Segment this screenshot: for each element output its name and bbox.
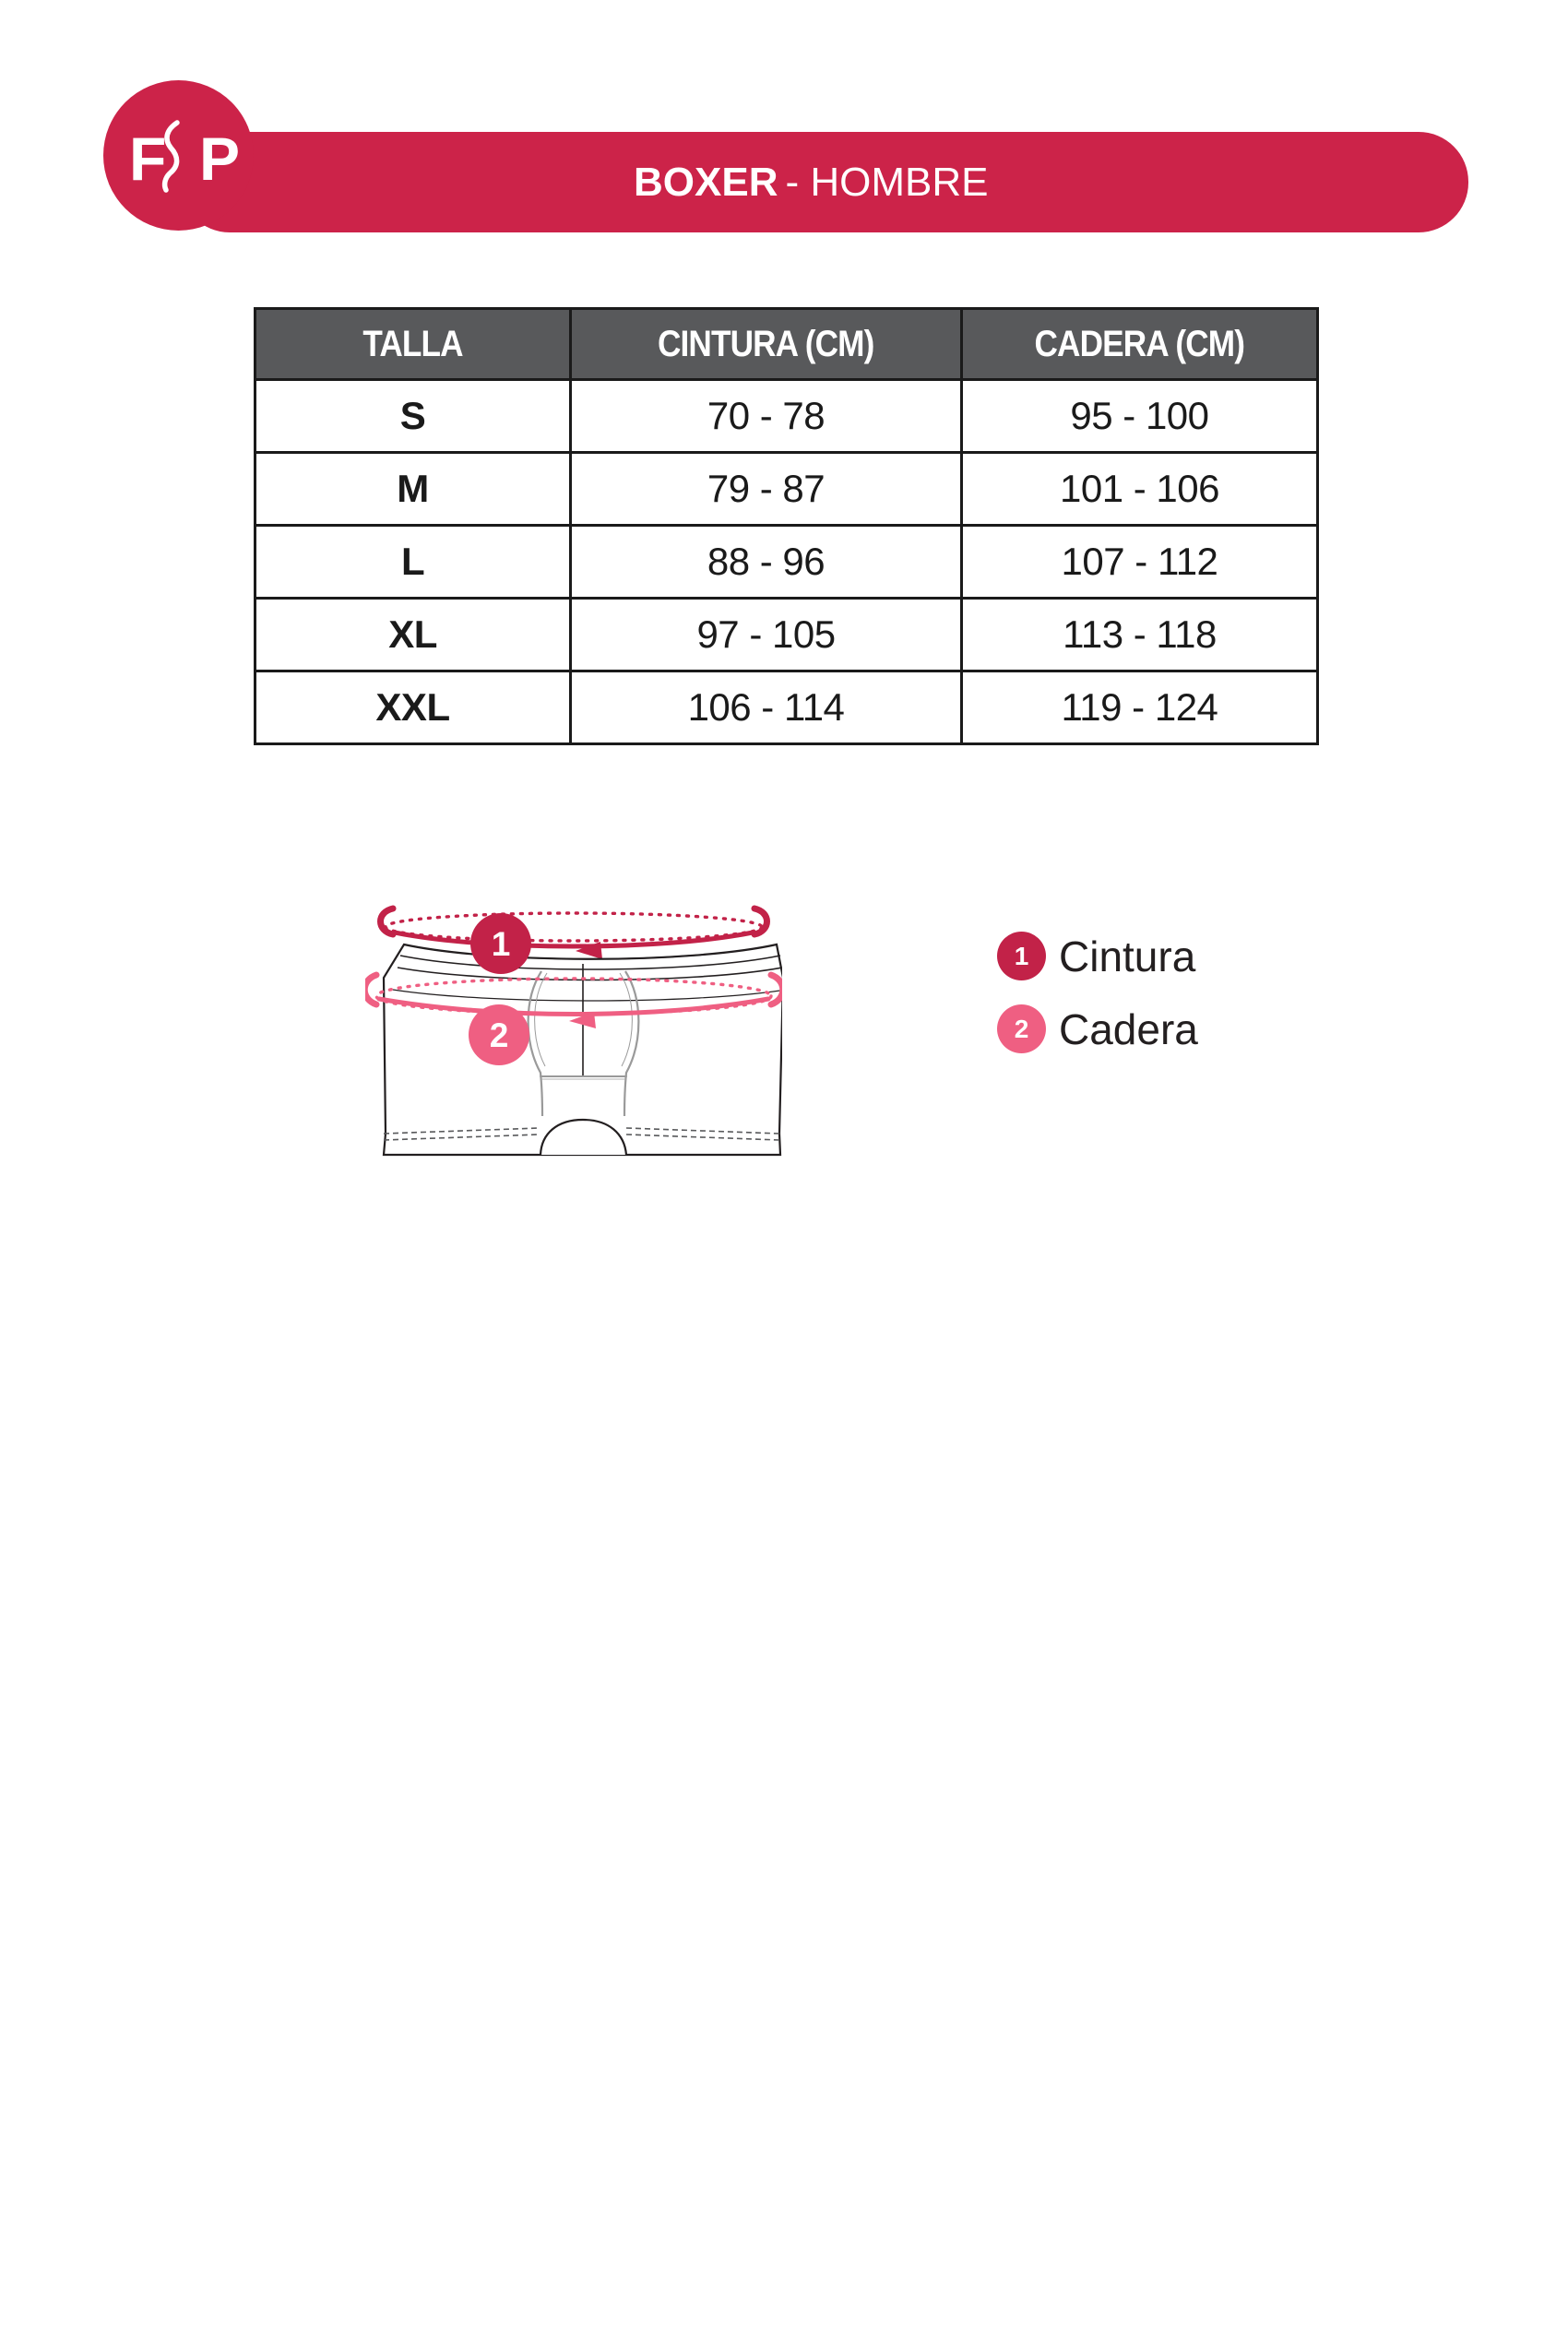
svg-text:2: 2	[490, 1016, 509, 1054]
svg-text:F: F	[129, 125, 166, 193]
svg-text:P: P	[199, 125, 240, 193]
svg-text:1: 1	[492, 925, 511, 963]
